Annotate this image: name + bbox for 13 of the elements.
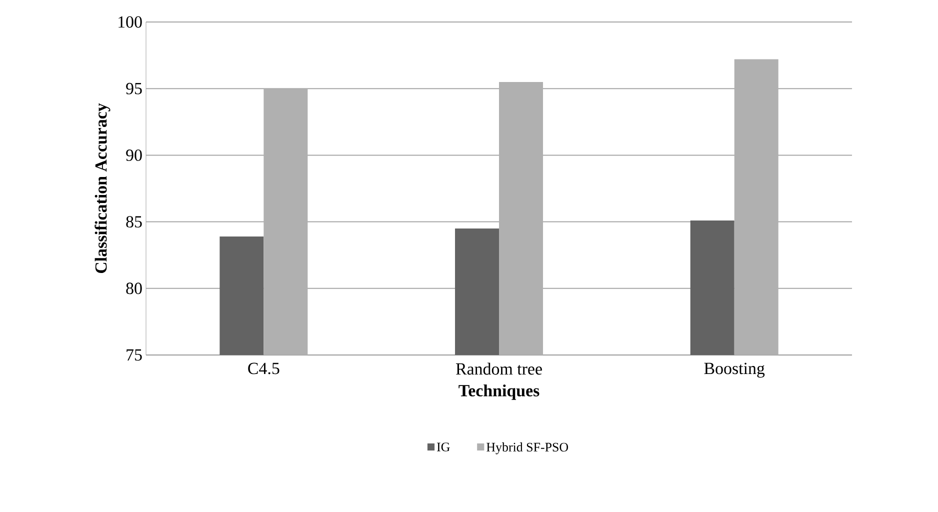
legend-label: Hybrid SF-PSO xyxy=(486,442,568,454)
x-tick-label: C4.5 xyxy=(248,362,280,374)
legend-label: IG xyxy=(436,442,450,452)
y-tick-label: 85 xyxy=(126,216,142,228)
x-tick-label: Random tree xyxy=(456,362,542,375)
x-tick-label: Boosting xyxy=(704,362,765,378)
y-tick-label: 80 xyxy=(126,282,142,294)
y-tick-label: 75 xyxy=(126,349,142,361)
y-tick-label: 100 xyxy=(118,16,142,28)
y-axis-title: Classification Accuracy xyxy=(94,103,110,274)
x-axis-title: Techniques xyxy=(458,384,540,400)
y-tick-label: 95 xyxy=(126,82,142,94)
y-tick-label: 90 xyxy=(126,149,142,161)
